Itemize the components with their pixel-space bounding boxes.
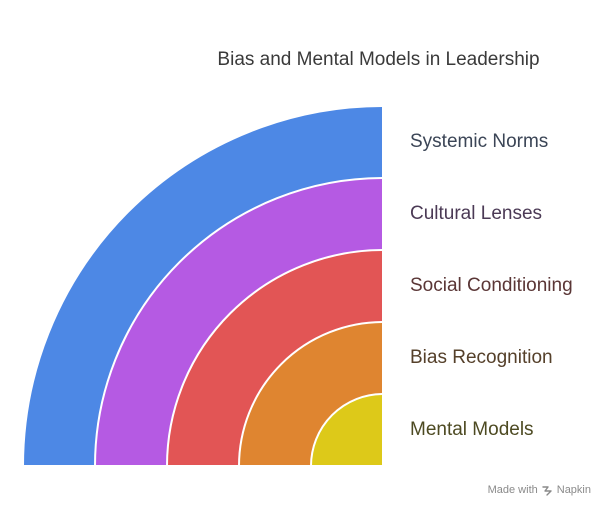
watermark-prefix: Made with — [487, 484, 538, 496]
watermark: Made with Napkin — [488, 484, 591, 496]
layer-label-1: Systemic Norms — [410, 131, 549, 152]
napkin-logo-icon — [542, 485, 552, 496]
arc-layer-5 — [309, 392, 384, 467]
layer-label-4: Bias Recognition — [410, 347, 553, 368]
layer-label-2: Cultural Lenses — [410, 203, 543, 224]
watermark-brand: Napkin — [556, 484, 591, 496]
layer-label-5: Mental Models — [410, 419, 534, 440]
layer-label-3: Social Conditioning — [410, 275, 573, 296]
diagram-title: Bias and Mental Models in Leadership — [217, 49, 540, 70]
